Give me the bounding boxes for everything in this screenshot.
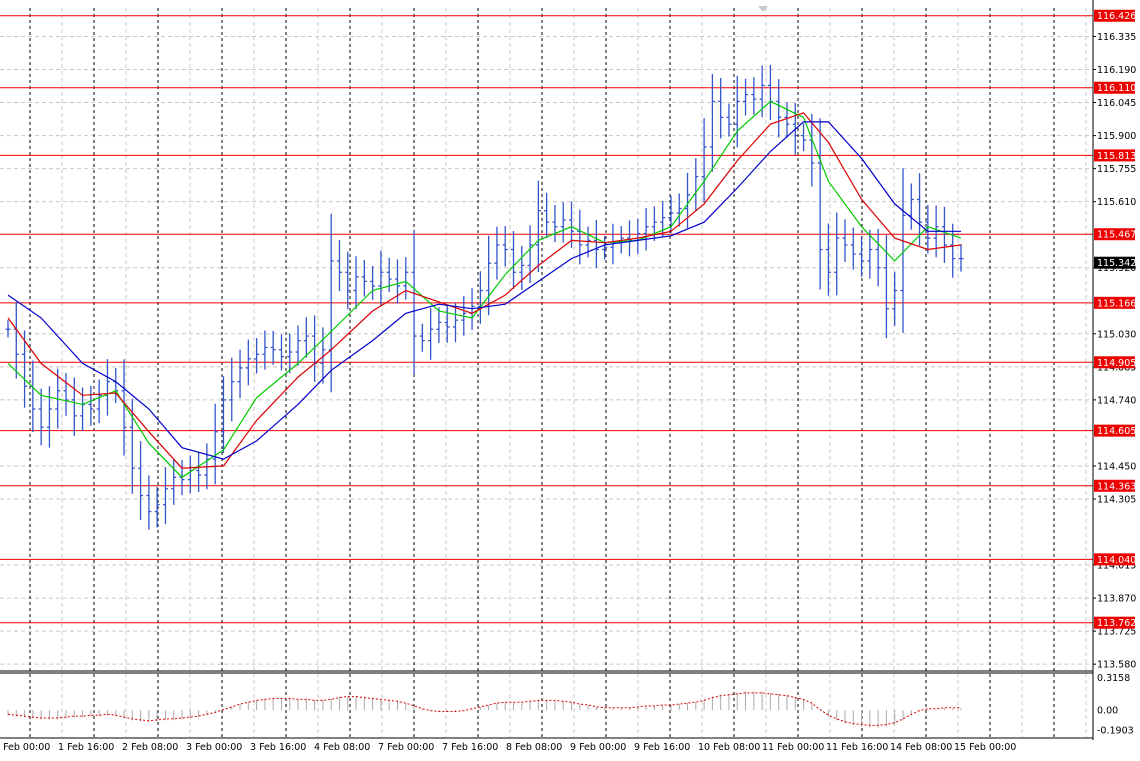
time-axis-label: 9 Feb 00:00 xyxy=(570,742,626,753)
price-scale-label: 116.335 xyxy=(1097,32,1136,43)
price-scale-label: 115.320 xyxy=(1097,263,1136,274)
level-tag xyxy=(1094,81,1135,94)
axis-labels: 116.335 116.190 116.045 115.900 115.755 115.6… xyxy=(0,9,1136,753)
ma-slow-line xyxy=(7,121,961,460)
price-scale-label: 116.190 xyxy=(1097,65,1136,76)
time-axis-label: 3 Feb 16:00 xyxy=(250,742,306,753)
price-scale-label: 114.305 xyxy=(1097,494,1136,505)
level-tag-label: 114.605 xyxy=(1097,426,1136,437)
time-axis-label: 15 Feb 00:00 xyxy=(954,742,1016,753)
level-tag-label: 116.426 xyxy=(1097,11,1136,22)
level-tag xyxy=(1094,296,1135,309)
grid xyxy=(0,8,1091,737)
level-tag xyxy=(1094,553,1135,566)
level-tag-label: 114.040 xyxy=(1097,555,1136,566)
time-axis-label: 11 Feb 16:00 xyxy=(826,742,888,753)
time-axis-label: 8 Feb 08:00 xyxy=(506,742,562,753)
price-scale-label: 114.015 xyxy=(1097,561,1136,572)
time-axis-label: 14 Feb 08:00 xyxy=(890,742,952,753)
oscillator-panel xyxy=(7,691,962,728)
price-scale-label: 116.045 xyxy=(1097,98,1136,109)
price-scale-label: 115.610 xyxy=(1097,197,1136,208)
time-axis-label: 9 Feb 16:00 xyxy=(634,742,690,753)
time-axis-label: 11 Feb 00:00 xyxy=(762,742,824,753)
time-axis-label: 3 Feb 00:00 xyxy=(186,742,242,753)
time-axis-label: 2 Feb 08:00 xyxy=(122,742,178,753)
time-axis-label: 7 Feb 16:00 xyxy=(442,742,498,753)
level-tag-label: 115.813 xyxy=(1097,151,1136,162)
time-axis-label: 7 Feb 00:00 xyxy=(378,742,434,753)
price-bars xyxy=(5,64,964,530)
level-tag-label: 113.762 xyxy=(1097,618,1136,629)
level-tag-label: 114.363 xyxy=(1097,481,1136,492)
level-tag xyxy=(1094,616,1135,629)
price-scale-label: 114.740 xyxy=(1097,395,1136,406)
level-tag-label: 115.166 xyxy=(1097,298,1136,309)
level-tag xyxy=(1094,228,1135,241)
level-tag xyxy=(1094,9,1135,22)
oscillator-scale-label: 0.00 xyxy=(1097,706,1118,717)
axes xyxy=(0,0,1094,740)
level-tag-label: 115.467 xyxy=(1097,230,1136,241)
time-axis-label: 4 Feb 08:00 xyxy=(314,742,370,753)
time-axis-label: 10 Feb 08:00 xyxy=(698,742,760,753)
price-scale-label: 113.870 xyxy=(1097,594,1136,605)
oscillator-scale-label: 0.3158 xyxy=(1097,673,1130,684)
oscillator-scale-label: -0.1903 xyxy=(1097,725,1134,736)
shift-marker-icon xyxy=(758,6,768,12)
level-tag-label: 114.905 xyxy=(1097,358,1136,369)
level-tag xyxy=(1094,424,1135,437)
price-scale-label: 113.725 xyxy=(1097,627,1136,638)
moving-averages xyxy=(7,100,962,479)
price-scale-label: 115.755 xyxy=(1097,164,1136,175)
time-axis-label: 1 Feb 16:00 xyxy=(58,742,114,753)
level-tag xyxy=(1094,149,1135,162)
current-price-tag xyxy=(1094,256,1135,269)
level-tag xyxy=(1094,479,1135,492)
current-price-label: 115.342 xyxy=(1097,258,1136,269)
level-tag xyxy=(1094,356,1135,369)
ma-mid-line xyxy=(7,112,962,469)
ma-fast-line xyxy=(7,100,962,479)
time-axis-label: 1 Feb 00:00 xyxy=(0,742,50,753)
price-scale-label: 115.900 xyxy=(1097,131,1136,142)
price-scale-label: 115.030 xyxy=(1097,329,1136,340)
price-scale-label: 113.580 xyxy=(1097,660,1136,671)
level-tag-label: 116.110 xyxy=(1097,83,1136,94)
price-scale-label: 114.450 xyxy=(1097,461,1136,472)
